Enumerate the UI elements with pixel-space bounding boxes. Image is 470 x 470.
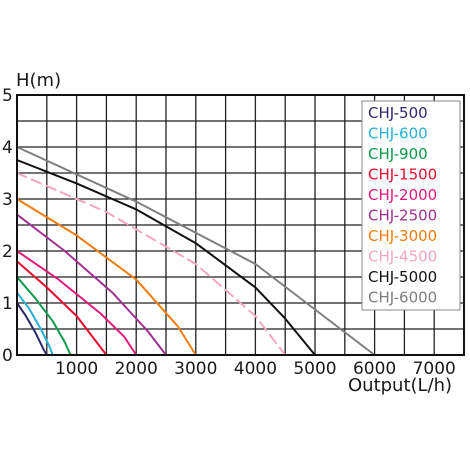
series-line-chj-2000 bbox=[16, 250, 138, 356]
legend-entry: CHJ-4500 bbox=[368, 248, 437, 266]
legend-entry: CHJ-5000 bbox=[368, 268, 437, 286]
x-axis-title: Output(L/h) bbox=[348, 375, 452, 396]
series-line-chj-4500 bbox=[16, 172, 287, 356]
series-line-chj-500 bbox=[16, 302, 48, 356]
legend-entry: CHJ-6000 bbox=[368, 289, 437, 307]
x-tick-label: 4000 bbox=[234, 359, 277, 379]
x-tick-label: 1000 bbox=[55, 359, 98, 379]
series-line-chj-600 bbox=[16, 291, 54, 356]
y-tick-label: 5 bbox=[2, 86, 13, 106]
legend-entry: CHJ-600 bbox=[368, 125, 428, 143]
legend-entry: CHJ-2500 bbox=[368, 207, 437, 225]
series-line-chj-6000 bbox=[16, 146, 376, 356]
x-tick-label: 5000 bbox=[293, 359, 336, 379]
y-tick-label: 1 bbox=[2, 294, 13, 314]
series-line-chj-2500 bbox=[16, 213, 167, 356]
y-axis-title: H(m) bbox=[16, 70, 61, 91]
series-line-chj-5000 bbox=[16, 159, 316, 356]
legend-entry: CHJ-3000 bbox=[368, 227, 437, 245]
x-tick-label: 7000 bbox=[413, 359, 456, 379]
series-line-chj-1500 bbox=[16, 260, 108, 356]
legend-entry: CHJ-500 bbox=[368, 104, 428, 122]
pump-curves bbox=[16, 146, 376, 356]
y-tick-label: 4 bbox=[2, 138, 13, 158]
y-tick-label: 3 bbox=[2, 190, 13, 210]
y-tick-label: 0 bbox=[2, 346, 13, 366]
legend-entry: CHJ-1500 bbox=[368, 166, 437, 184]
x-tick-label: 6000 bbox=[353, 359, 396, 379]
legend-box bbox=[361, 100, 461, 311]
legend-entry: CHJ-900 bbox=[368, 145, 428, 163]
legend: CHJ-500 CHJ-600 CHJ-900 CHJ-1500 CHJ-2000 CHJ… bbox=[361, 100, 461, 311]
series-line-chj-900 bbox=[16, 276, 72, 356]
x-tick-label: 2000 bbox=[115, 359, 158, 379]
series-line-chj-3000 bbox=[16, 198, 197, 356]
plot-frame bbox=[16, 94, 465, 356]
y-tick-label: 2 bbox=[2, 242, 13, 262]
axes: 0 1 2 3 4 5 1000 2000 3000 4000 5000 6000 7000 bbox=[2, 86, 465, 379]
x-tick-label: 3000 bbox=[174, 359, 217, 379]
legend-entry: CHJ-2000 bbox=[368, 186, 437, 204]
